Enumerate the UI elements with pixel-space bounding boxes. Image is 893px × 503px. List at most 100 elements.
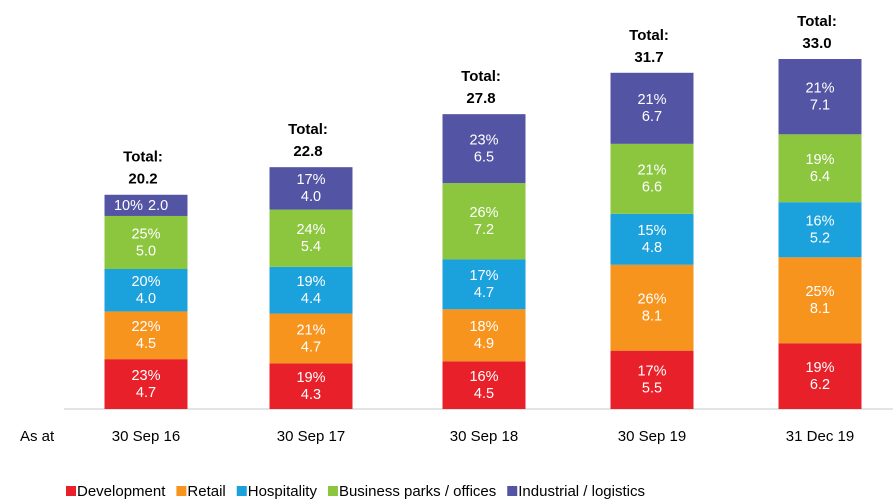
value-label: 5.0: [136, 243, 156, 259]
bar-segment: [442, 361, 526, 409]
bar-segment: [778, 59, 862, 135]
bar-segment: [610, 143, 694, 214]
value-label: 5.2: [810, 231, 830, 247]
value-label: 4.9: [474, 336, 494, 352]
bar-segment: [442, 183, 526, 260]
share-label: 26%: [469, 205, 498, 221]
value-label: 6.2: [810, 377, 830, 393]
value-label: 4.0: [136, 291, 156, 307]
share-label: 25%: [805, 284, 834, 300]
value-label: 4.4: [301, 291, 321, 307]
bar-segment: [269, 209, 353, 267]
bar-segment: [610, 264, 694, 351]
x-tick-label: 31 Dec 19: [786, 428, 854, 445]
legend-swatch: [327, 486, 338, 496]
value-label: 6.4: [810, 169, 830, 185]
value-label: 5.4: [301, 239, 321, 255]
total-caption: Total:: [461, 68, 501, 85]
share-label: 21%: [296, 322, 325, 338]
legend-label: Development: [77, 483, 166, 500]
value-label: 4.5: [136, 336, 156, 352]
bar-segment: [778, 257, 862, 344]
legend-swatch: [66, 486, 76, 496]
share-label: 10%: [114, 198, 143, 214]
bar-segment: [104, 269, 188, 312]
value-label: 4.7: [136, 385, 156, 401]
bar-segment: [610, 72, 694, 144]
value-label: 2.0: [148, 198, 168, 214]
share-label: 25%: [131, 226, 160, 242]
legend-label: Industrial / logistics: [518, 483, 645, 500]
bar-segment: [610, 213, 694, 265]
share-label: 19%: [805, 152, 834, 168]
share-label: 26%: [637, 292, 666, 308]
share-label: 19%: [805, 360, 834, 376]
share-label: 17%: [469, 268, 498, 284]
share-label: 18%: [469, 319, 498, 335]
bar-segment: [778, 343, 862, 409]
total-caption: Total:: [797, 13, 837, 30]
share-label: 21%: [637, 92, 666, 108]
share-label: 21%: [637, 163, 666, 179]
share-label: 15%: [637, 223, 666, 239]
value-label: 6.7: [642, 109, 662, 125]
legend-label: Business parks / offices: [339, 483, 496, 500]
total-value: 27.8: [466, 90, 495, 107]
bar-segment: [269, 363, 353, 409]
share-label: 21%: [805, 80, 834, 96]
bar-segment: [269, 266, 353, 314]
legend-label: Retail: [187, 483, 225, 500]
total-value: 22.8: [293, 143, 322, 160]
total-caption: Total:: [288, 121, 328, 138]
bar-segment: [104, 215, 188, 269]
value-label: 6.6: [642, 180, 662, 196]
bar-segment: [104, 311, 188, 360]
bar-segment: [610, 350, 694, 409]
value-label: 8.1: [642, 309, 662, 325]
total-value: 20.2: [128, 171, 157, 188]
legend-swatch: [236, 486, 247, 496]
value-label: 4.0: [301, 189, 321, 205]
share-label: 19%: [296, 370, 325, 386]
bar-segment: [442, 309, 526, 362]
bar-segment: [104, 359, 188, 409]
x-tick-label: 30 Sep 17: [277, 428, 345, 445]
x-tick-label: 30 Sep 18: [450, 428, 518, 445]
value-label: 5.5: [642, 381, 662, 397]
share-label: 19%: [296, 274, 325, 290]
share-label: 22%: [131, 319, 160, 335]
share-label: 23%: [469, 132, 498, 148]
total-value: 33.0: [802, 35, 831, 52]
share-label: 17%: [296, 172, 325, 188]
legend-swatch: [176, 486, 187, 496]
bar-segment: [442, 259, 526, 310]
value-label: 8.1: [810, 301, 830, 317]
value-label: 7.2: [474, 222, 494, 238]
share-label: 20%: [131, 274, 160, 290]
total-caption: Total:: [629, 27, 669, 44]
value-label: 6.5: [474, 149, 494, 165]
bar-segment: [778, 134, 862, 203]
share-label: 16%: [469, 369, 498, 385]
value-label: 4.7: [301, 339, 321, 355]
x-tick-label: 30 Sep 19: [618, 428, 686, 445]
share-label: 17%: [637, 364, 666, 380]
total-caption: Total:: [123, 149, 163, 166]
share-label: 24%: [296, 222, 325, 238]
x-tick-label: 30 Sep 16: [112, 428, 180, 445]
bar-segment: [778, 202, 862, 258]
bar-segment: [442, 114, 526, 184]
value-label: 4.3: [301, 387, 321, 403]
bar-segment: [269, 167, 353, 210]
value-label: 4.5: [474, 386, 494, 402]
legend-swatch: [507, 486, 518, 496]
value-label: 7.1: [810, 97, 830, 113]
total-value: 31.7: [634, 49, 663, 66]
value-label: 4.7: [474, 285, 494, 301]
x-axis-label: As at: [20, 428, 55, 445]
bar-segment: [104, 194, 188, 216]
share-label: 23%: [131, 368, 160, 384]
legend-label: Hospitality: [248, 483, 318, 500]
share-label: 16%: [805, 214, 834, 230]
